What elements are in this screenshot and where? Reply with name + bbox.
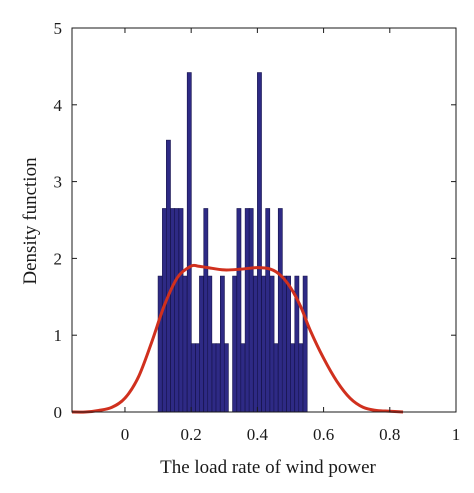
histogram-bar-29: [277, 208, 283, 413]
y-tick-label-2: 2: [54, 249, 63, 268]
histogram-bar-12: [207, 275, 213, 413]
histogram-bar-28: [273, 343, 279, 413]
histogram-bar-10: [199, 275, 204, 413]
histogram-bar-30: [281, 275, 287, 413]
histogram-bar-9: [195, 343, 200, 413]
histogram-bar-3: [170, 208, 176, 413]
histogram-bar-6: [182, 275, 188, 413]
histogram-bar-18: [232, 275, 237, 413]
histogram-bar-22: [248, 208, 254, 413]
x-axis-ticks: 0 0.2 0.4 0.6 0.8 1: [121, 28, 461, 444]
x-tick-label-5: 1: [452, 425, 461, 444]
histogram-bar-31: [286, 275, 291, 413]
histogram-bar-15: [220, 275, 225, 413]
x-axis-label: The load rate of wind power: [160, 457, 376, 478]
plot-frame: [71, 27, 457, 413]
histogram-bar-35: [302, 275, 308, 413]
histogram-bar-23: [253, 275, 258, 413]
y-tick-label-4: 4: [54, 96, 63, 115]
histogram-bar-32: [290, 343, 295, 413]
y-tick-label-5: 5: [54, 19, 63, 38]
histogram-bar-14: [215, 343, 221, 413]
histogram-bar-34: [298, 343, 304, 413]
histogram-bar-27: [269, 275, 275, 413]
histogram-bar-2: [166, 139, 171, 413]
x-tick-label-4: 0.8: [379, 425, 400, 444]
histogram-bar-16: [223, 343, 229, 413]
histogram-bar-13: [211, 343, 217, 413]
x-tick-label-1: 0.2: [181, 425, 202, 444]
histogram-bar-7: [186, 72, 192, 413]
y-axis-label: Density function: [20, 157, 41, 285]
histogram-bar-5: [178, 208, 184, 413]
histogram-bar-24: [257, 72, 262, 413]
histogram-bars: [157, 72, 308, 413]
x-tick-label-0: 0: [121, 425, 130, 444]
density-curve: [71, 263, 404, 414]
histogram-bar-19: [236, 208, 242, 413]
histogram-bar-4: [174, 208, 180, 413]
histogram-bar-0: [157, 275, 163, 413]
histogram-bar-26: [265, 208, 271, 413]
plot-area: [71, 27, 457, 414]
histogram-bar-20: [240, 343, 246, 413]
histogram-bar-11: [203, 208, 209, 413]
histogram-bar-25: [261, 275, 267, 413]
y-tick-label-1: 1: [54, 326, 63, 345]
y-tick-label-3: 3: [54, 173, 63, 192]
x-tick-label-3: 0.6: [313, 425, 334, 444]
y-tick-label-0: 0: [54, 403, 63, 422]
histogram-bar-8: [190, 343, 196, 413]
y-axis-ticks: 0 1 2 3 4 5: [54, 19, 456, 422]
histogram-bar-21: [244, 208, 250, 413]
x-tick-label-2: 0.4: [247, 425, 269, 444]
